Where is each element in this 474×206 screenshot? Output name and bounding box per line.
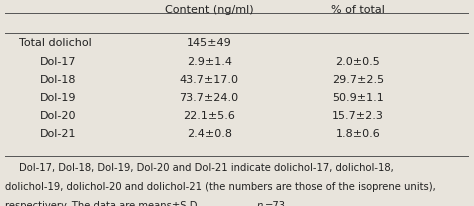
Text: Total dolichol: Total dolichol bbox=[18, 39, 91, 48]
Text: 29.7±2.5: 29.7±2.5 bbox=[332, 75, 384, 85]
Text: respectivery. The data are means±S.D.: respectivery. The data are means±S.D. bbox=[5, 201, 204, 206]
Text: Dol-21: Dol-21 bbox=[39, 129, 76, 139]
Text: Dol-18: Dol-18 bbox=[39, 75, 76, 85]
Text: 2.0±0.5: 2.0±0.5 bbox=[336, 57, 380, 67]
Text: 2.4±0.8: 2.4±0.8 bbox=[187, 129, 232, 139]
Text: Dol-20: Dol-20 bbox=[39, 111, 76, 121]
Text: n: n bbox=[256, 201, 263, 206]
Text: dolichol-19, dolichol-20 and dolichol-21 (the numbers are those of the isoprene : dolichol-19, dolichol-20 and dolichol-21… bbox=[5, 182, 436, 192]
Text: 22.1±5.6: 22.1±5.6 bbox=[183, 111, 235, 121]
Text: Content (ng/ml): Content (ng/ml) bbox=[165, 5, 254, 15]
Text: Dol-17, Dol-18, Dol-19, Dol-20 and Dol-21 indicate dolichol-17, dolichol-18,: Dol-17, Dol-18, Dol-19, Dol-20 and Dol-2… bbox=[18, 163, 393, 173]
Text: 145±49: 145±49 bbox=[187, 39, 231, 48]
Text: Dol-19: Dol-19 bbox=[39, 93, 76, 103]
Text: =73.: =73. bbox=[264, 201, 289, 206]
Text: 43.7±17.0: 43.7±17.0 bbox=[180, 75, 238, 85]
Text: % of total: % of total bbox=[331, 5, 385, 15]
Text: 2.9±1.4: 2.9±1.4 bbox=[187, 57, 232, 67]
Text: 73.7±24.0: 73.7±24.0 bbox=[180, 93, 239, 103]
Text: 50.9±1.1: 50.9±1.1 bbox=[332, 93, 383, 103]
Text: 1.8±0.6: 1.8±0.6 bbox=[336, 129, 380, 139]
Text: Dol-17: Dol-17 bbox=[39, 57, 76, 67]
Text: 15.7±2.3: 15.7±2.3 bbox=[332, 111, 384, 121]
